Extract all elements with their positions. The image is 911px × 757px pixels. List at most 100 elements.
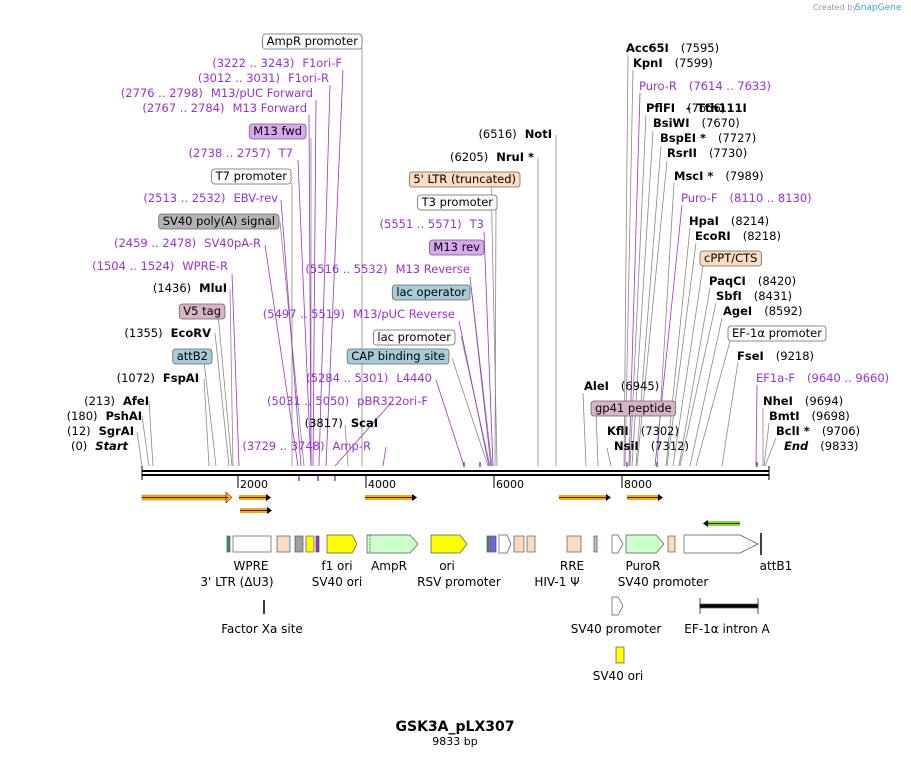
feature-rre [566,535,582,553]
feature-label-box [417,194,498,211]
feature-label-box [346,348,450,365]
center-annotations: NotI (6516) NruI * (6205) 5' LTR (truncated)… [373,127,552,346]
snapgene-logo: SnapGene [855,3,902,13]
primer-l4440: L4440 [396,371,432,385]
position-agei: (8592) [764,304,802,318]
label-attb1: attB1 [760,559,793,573]
feature-ltr [276,535,291,553]
feature-ori [430,534,468,554]
position-wpre-r: (1504 .. 1524) [92,259,174,273]
box-label-5-ltr-truncated: 5' LTR (truncated) [413,172,516,186]
feature-label-box [172,348,213,365]
primer-m13-puc-forward: M13/pUC Forward [211,86,313,100]
box-label-cppt-cts: cPPT/CTS [704,251,757,265]
position-nhei: (9694) [805,394,843,408]
box-label-lac-operator: lac operator [396,285,466,299]
site-agei: AgeI [723,304,752,318]
feature-cppt [667,535,676,553]
feature-label-box [178,303,226,320]
site-afei: AfeI [123,394,149,408]
label-sv40-ori-2: SV40 ori [593,669,644,683]
feature-ampr [366,534,419,554]
position-alei: (6945) [621,379,659,393]
position-fsei: (9218) [776,349,814,363]
label-puror: PuroR [626,559,661,573]
feature-sv40-ori-2 [615,646,625,664]
feature-label-box [590,400,677,417]
position-m13-puc-reverse: (5497 .. 5519) [263,307,345,321]
position-t3: (5551 .. 5571) [380,217,462,231]
primer-ticks [298,462,758,481]
feature-label-box [373,329,456,346]
position-ecorv: (1355) [124,326,162,340]
site-paqci: PaqCI [709,274,746,288]
position-sv40pa-r: (2459 .. 2478) [114,236,196,250]
site-scai: ScaI [351,416,378,430]
feature-cap [486,535,490,553]
position-f1ori-r: (3012 .. 3031) [198,71,280,85]
site-nsii: NsiI [614,439,639,453]
site-mlui: MluI [199,281,227,295]
position-ebv-rev: (2513 .. 2532) [143,191,225,205]
lower-annotations: AleI (6945) gp41 peptide KflI (7302)NsiI (731… [584,379,689,453]
separator-dash: - [686,101,691,115]
site-sbfi: SbfI [716,289,742,303]
feature-t7 [315,535,320,553]
feature-labels: WPRE 3' LTR (ΔU3) f1 ori SV40 ori AmpR o… [200,559,792,683]
site-rsrii: RsrII [667,146,697,160]
feature-label-box [158,213,280,230]
label-sv40-promoter-2: SV40 promoter [571,622,662,636]
orf-arrow [559,494,611,501]
feature-sv40-promoter [611,534,624,554]
position-pshai: (180) [67,409,98,423]
box-label-attb2: attB2 [177,349,208,363]
position-bspei: (7727) [718,131,756,145]
position-t7: (2738 .. 2757) [189,146,271,160]
position-start: (0) [71,439,87,453]
site-bsiwi: BsiWI [653,116,690,130]
feature-attb2 [226,535,231,553]
ruler-8000: 8000 [624,478,652,491]
site-sgrai: SgrAI [99,424,134,438]
position-m13-forward: (2767 .. 2784) [142,101,224,115]
box-label-sv40-poly-a-signal: SV40 poly(A) signal [163,214,275,228]
feature-rsv-promoter [498,534,512,554]
site-bspei: BspEI * [660,131,706,145]
ruler-2000: 2000 [240,478,268,491]
site-pshai: PshAI [106,409,142,423]
primer-puro-f: Puro-F [681,191,718,205]
feature-5ltr [513,535,525,553]
right-annotations: Acc65I (7595) KpnI (7599) Puro-R (7614 .. 763… [626,41,889,453]
primer-amp-r: Amp-R [332,439,371,453]
position-bcli: (9706) [822,424,860,438]
primer-wpre-r: WPRE-R [182,259,228,273]
site-pflfi: PflFI [646,101,675,115]
position-acc65i: (7595) [681,41,719,55]
site-kpni: KpnI [633,56,663,70]
position-amp-r: (3729 .. 3748) [242,439,324,453]
feature-label-box [429,239,485,256]
ruler-4000: 4000 [368,478,396,491]
position-nrui: (6205) [450,150,488,164]
feature-track [226,533,762,664]
box-label-ampr-promoter: AmpR promoter [267,34,359,48]
primer-m13-forward: M13 Forward [233,101,307,115]
site-bmti: BmtI [769,409,800,423]
site-fspai: FspAI [163,371,199,385]
site-ecori: EcoRI [695,229,731,243]
feature-label-box [391,284,471,301]
label-ef1a-intron: EF-1α intron A [684,622,770,636]
position-puro-f: (8110 .. 8130) [730,191,812,205]
position-paqci: (8420) [758,274,796,288]
box-label-v5-tag: V5 tag [183,304,221,318]
orf-arrow [240,507,272,514]
position-pbr322ori-f: (5031 .. 5050) [267,394,349,408]
site-msci: MscI * [674,169,713,183]
orf-arrow [239,494,271,501]
primer-t3: T3 [469,217,484,231]
feature-label-box [699,250,762,267]
position-rsrii: (7730) [709,146,747,160]
label-sv40-promoter: SV40 promoter [618,575,709,589]
position-sbfi: (8431) [754,289,792,303]
